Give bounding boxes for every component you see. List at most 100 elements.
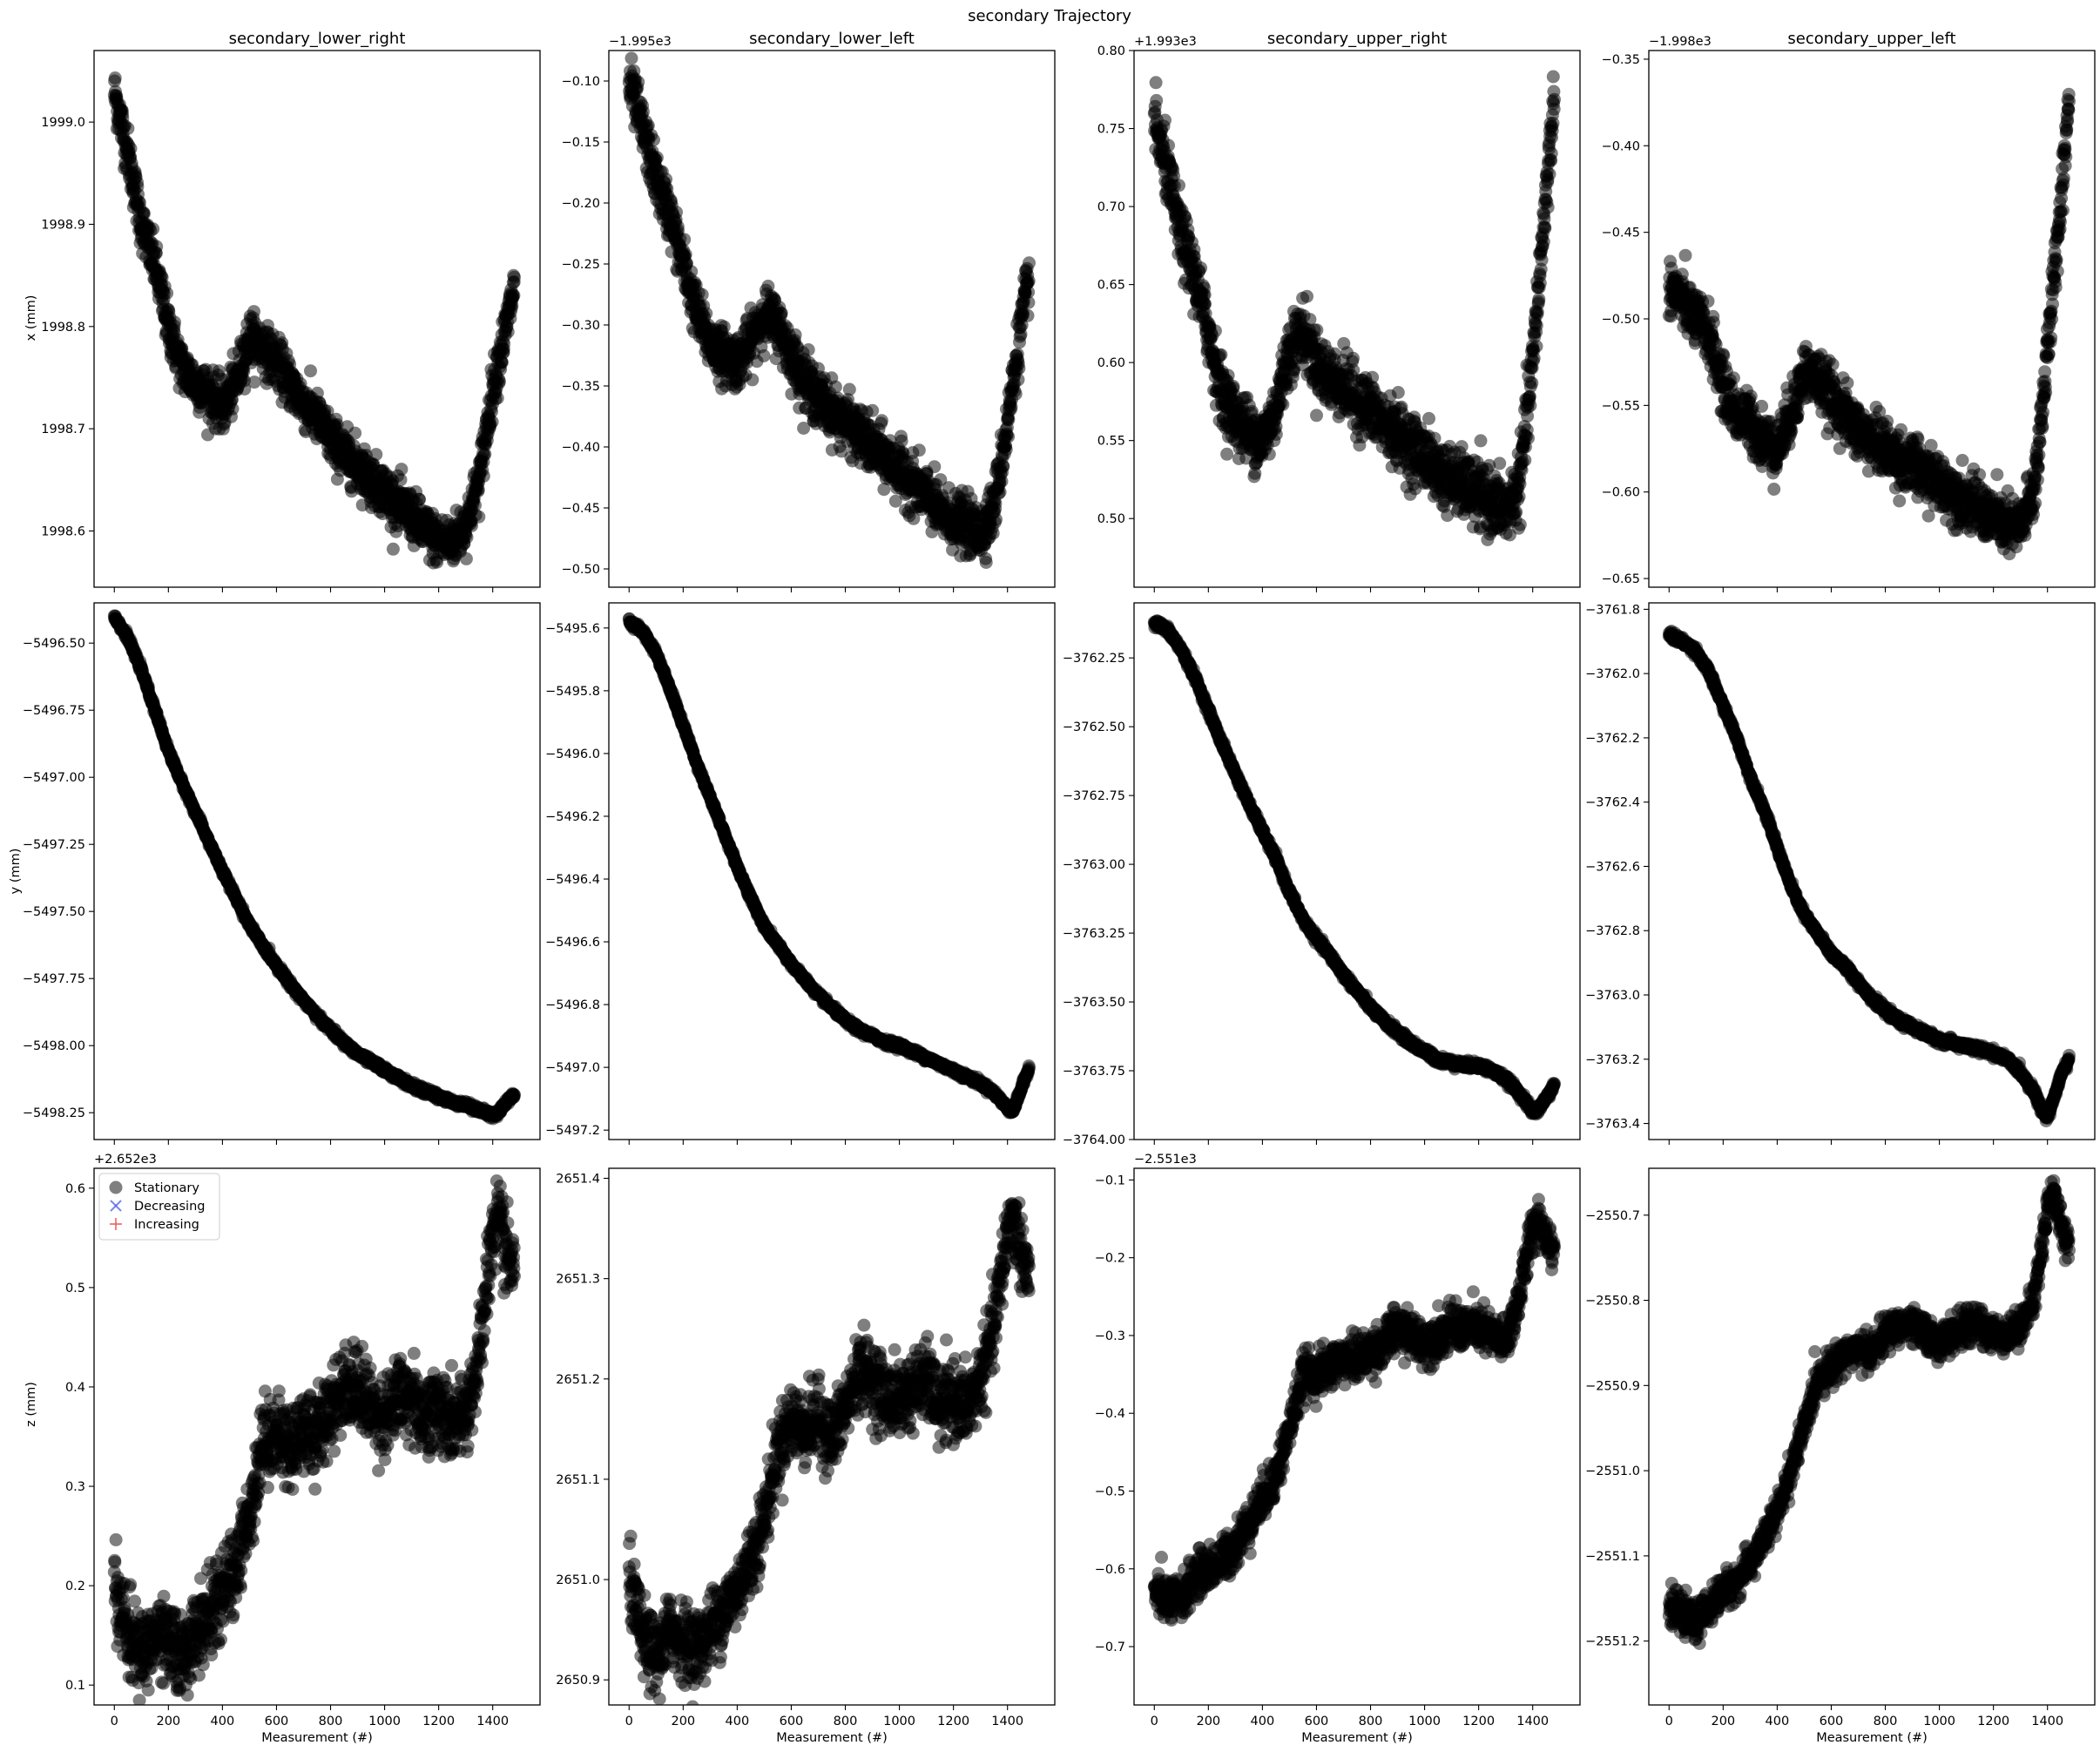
data-point <box>834 444 848 458</box>
data-point <box>717 320 731 334</box>
data-point <box>348 426 362 440</box>
data-point <box>226 402 240 416</box>
data-point <box>1744 389 1758 403</box>
data-point <box>1522 431 1535 445</box>
data-point <box>1022 295 1036 309</box>
data-point <box>472 510 486 524</box>
data-point <box>1726 371 1740 385</box>
y-tick-label: −0.20 <box>562 197 600 211</box>
data-point <box>1310 323 1324 337</box>
data-point <box>888 494 902 508</box>
data-point <box>168 315 181 329</box>
data-point <box>797 422 811 435</box>
y-tick-label: −0.10 <box>562 75 600 89</box>
row-label-x: x (mm) <box>24 295 38 342</box>
y-tick-label: 1999.0 <box>41 116 85 130</box>
data-point <box>1021 308 1035 322</box>
data-point <box>1518 453 1532 467</box>
row-label-y: y (mm) <box>9 849 23 895</box>
data-point <box>1023 256 1036 270</box>
y-tick-label: −0.15 <box>562 136 600 150</box>
data-point <box>1533 276 1547 290</box>
data-point <box>1455 440 1469 454</box>
y-tick-label: −0.50 <box>562 563 600 577</box>
data-point <box>1002 413 1016 427</box>
y-tick-label: 0.75 <box>1097 123 1125 137</box>
y-tick-label: 0.50 <box>1097 512 1125 526</box>
data-point <box>394 473 408 487</box>
data-point <box>508 270 521 284</box>
data-point <box>1706 315 1720 329</box>
data-point <box>866 403 880 417</box>
data-point <box>788 328 802 342</box>
data-point <box>631 75 645 89</box>
data-point <box>465 518 478 532</box>
data-point <box>247 375 261 389</box>
data-point <box>1310 409 1323 423</box>
data-point <box>1527 351 1541 365</box>
data-point <box>108 71 122 85</box>
data-point <box>1391 386 1405 399</box>
data-point <box>386 542 400 556</box>
data-point <box>1150 93 1164 107</box>
data-point <box>238 382 252 396</box>
data-point <box>247 305 260 319</box>
data-point <box>330 417 344 431</box>
data-point <box>1755 399 1769 413</box>
data-point <box>842 382 856 396</box>
data-point <box>1300 289 1313 303</box>
data-point <box>460 531 474 545</box>
data-point <box>1428 431 1442 445</box>
data-point <box>695 287 709 301</box>
data-point <box>907 511 921 525</box>
subplot-title: secondary_upper_right <box>1267 30 1447 48</box>
y-tick-label: −0.45 <box>562 502 600 516</box>
axis-offset-text: +1.993e3 <box>1134 35 1197 49</box>
data-point <box>1535 253 1549 267</box>
data-point <box>1276 397 1290 411</box>
y-tick-label: 0.70 <box>1097 200 1125 214</box>
data-point <box>828 380 842 394</box>
data-point <box>647 133 660 146</box>
y-tick-label: 0.65 <box>1097 279 1125 293</box>
data-point <box>1525 376 1539 390</box>
data-point <box>495 355 509 369</box>
data-points <box>622 51 1036 569</box>
data-point <box>501 325 515 339</box>
data-point <box>989 497 1003 511</box>
data-point <box>485 415 499 429</box>
subplot-secondary_lower_right: 1998.61998.71998.81998.91999.0secondary_… <box>41 30 541 592</box>
data-point <box>1422 411 1435 425</box>
data-point <box>1002 430 1016 443</box>
data-point <box>1172 179 1185 193</box>
data-point <box>989 512 1003 526</box>
data-point <box>928 460 942 474</box>
data-point <box>1162 139 1175 152</box>
data-point <box>1011 373 1025 387</box>
data-point <box>699 307 713 321</box>
subplot-secondary_upper_right: 0.500.550.600.650.700.750.80+1.993e3 seco… <box>1097 30 1581 592</box>
data-point <box>1548 92 1561 106</box>
y-tick-label: −0.30 <box>562 319 600 333</box>
data-point <box>801 343 815 356</box>
subplot-grid: 1998.61998.71998.81998.91999.0secondary_… <box>23 30 2096 1745</box>
data-point <box>1194 261 1208 275</box>
data-point <box>150 240 164 254</box>
data-point <box>1022 274 1036 287</box>
data-point <box>1541 200 1555 214</box>
data-point <box>459 551 473 565</box>
data-point <box>469 498 482 512</box>
data-point <box>1262 447 1276 461</box>
axes-frame <box>608 50 1056 588</box>
data-point <box>124 142 138 155</box>
data-point <box>507 288 521 302</box>
data-point <box>490 391 504 405</box>
y-tick-label: 0.60 <box>1097 356 1125 370</box>
figure-suptitle: secondary Trajectory <box>968 7 1131 25</box>
data-point <box>476 469 490 483</box>
data-point <box>1546 70 1560 84</box>
y-tick-label: 1998.7 <box>41 423 85 436</box>
data-point <box>746 373 760 387</box>
data-points <box>1147 70 1561 546</box>
